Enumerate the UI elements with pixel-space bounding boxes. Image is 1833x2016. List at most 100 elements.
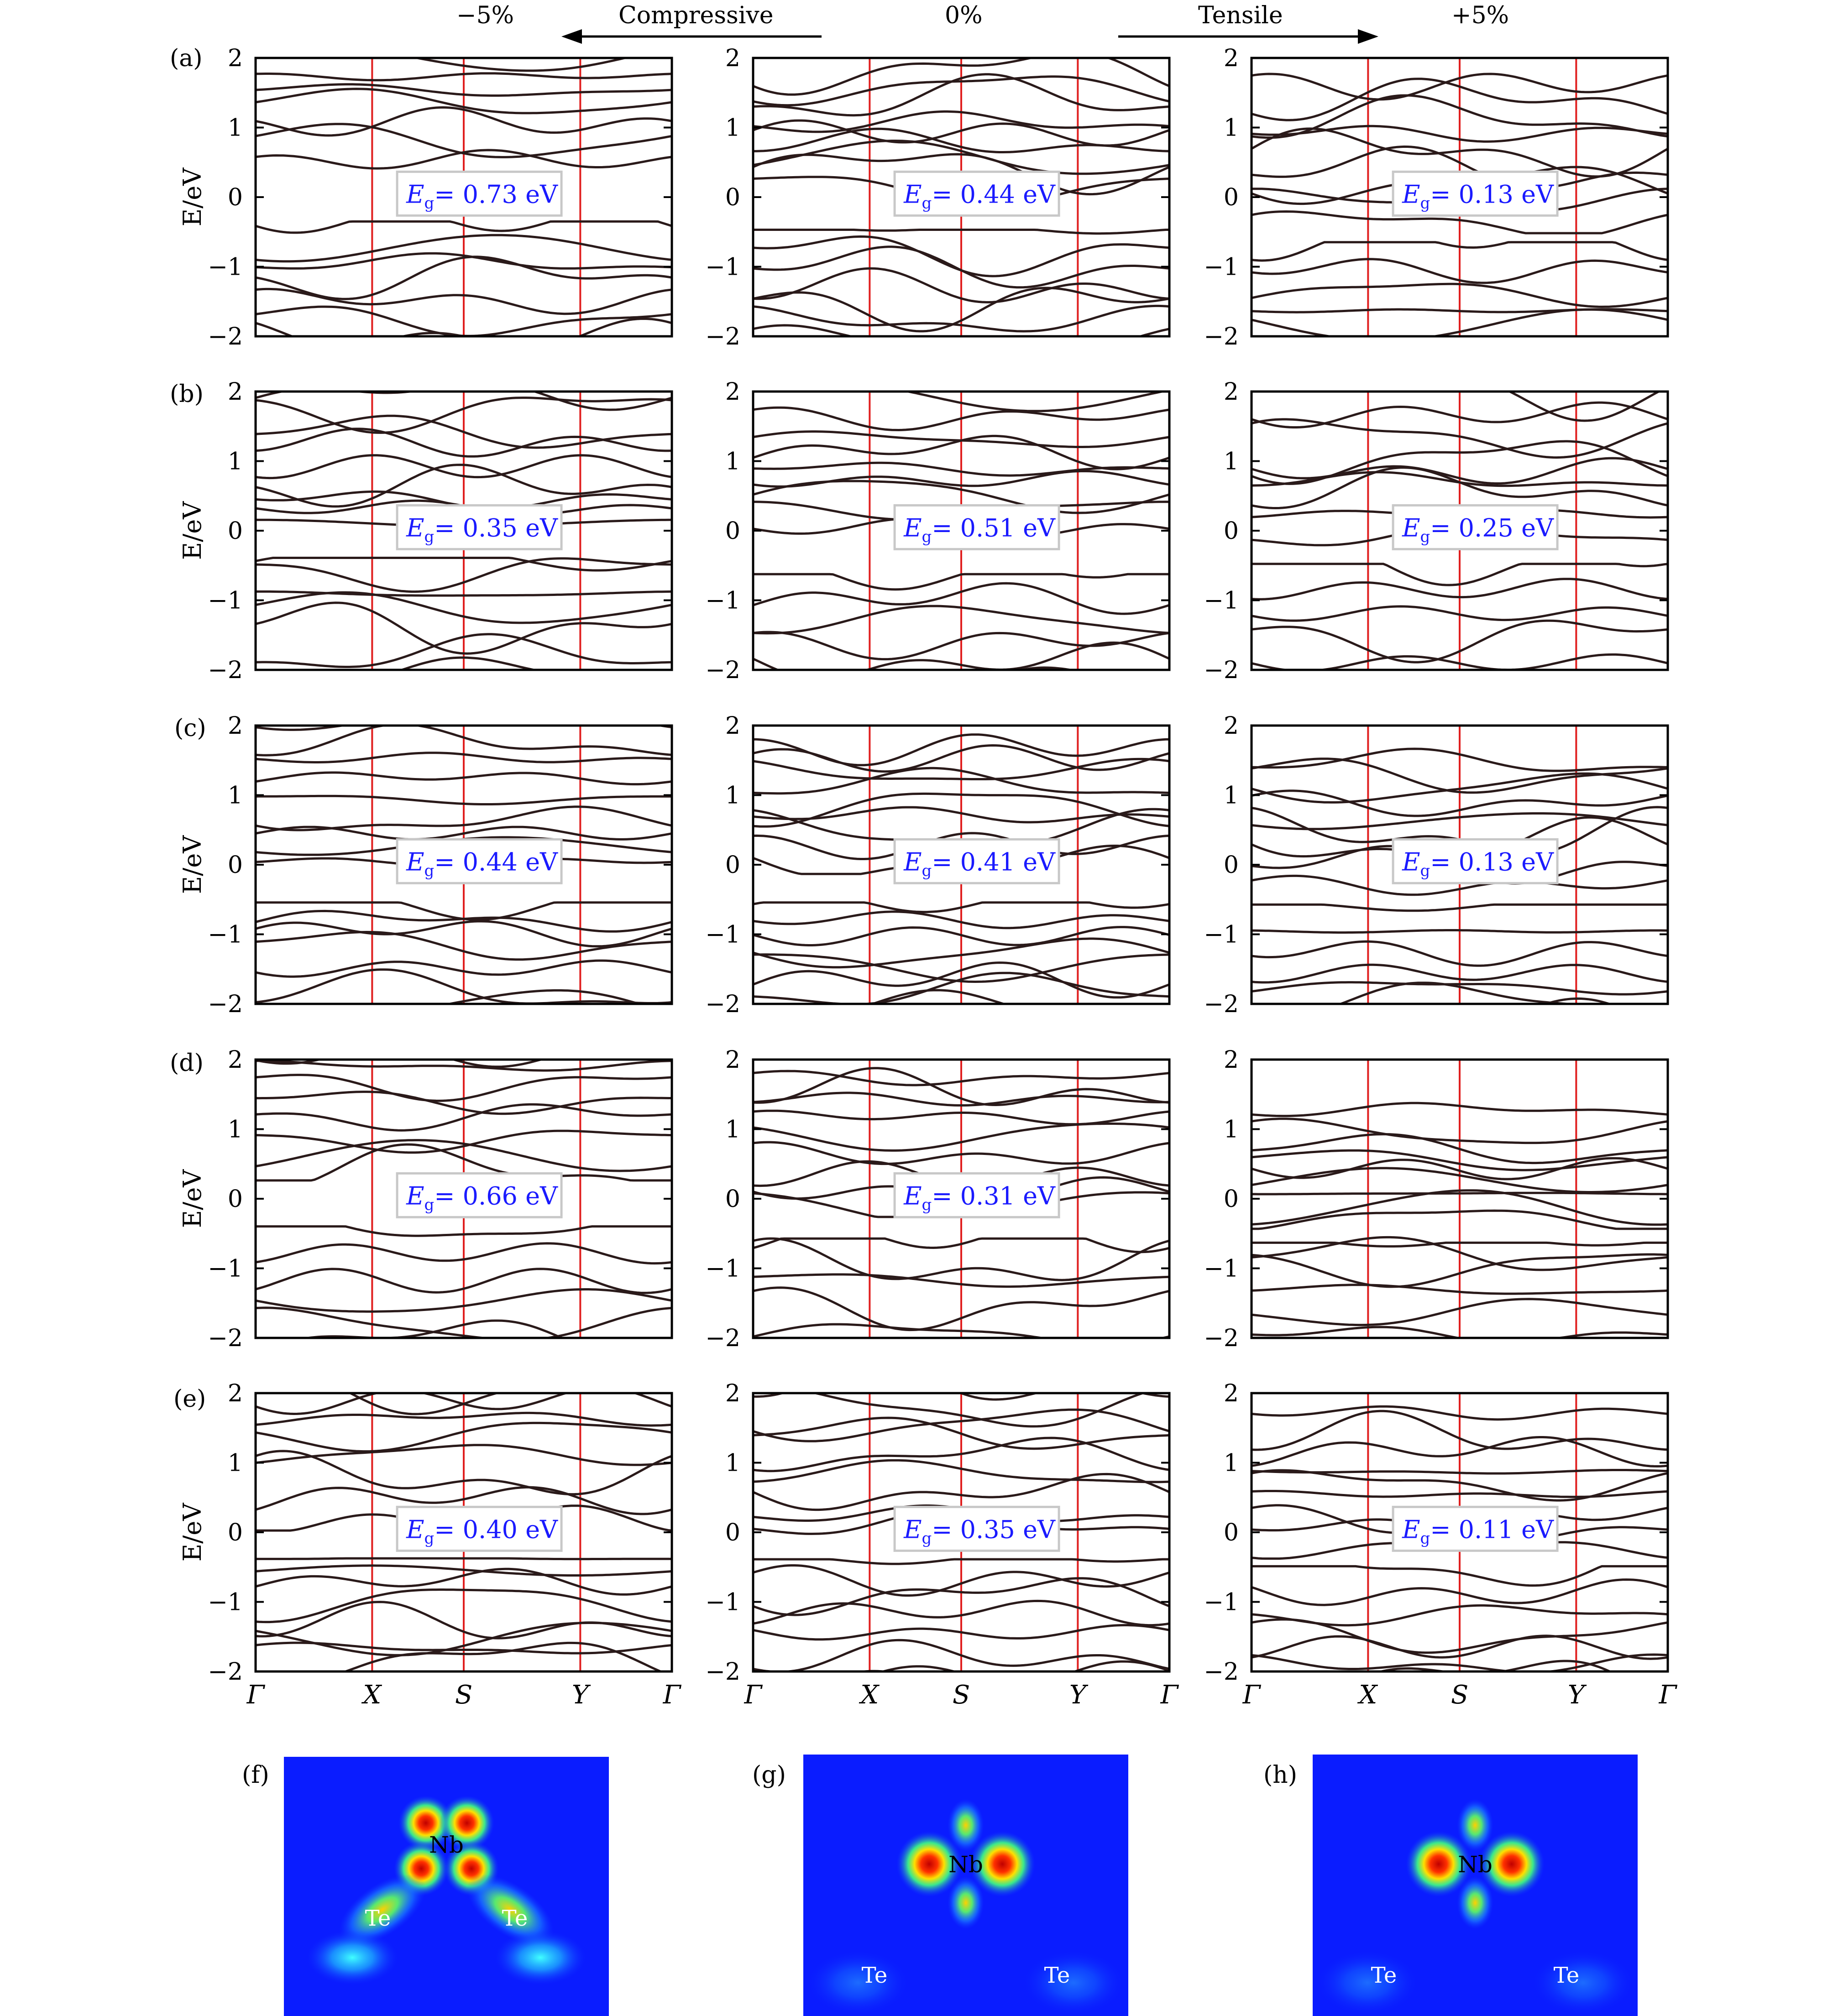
te-glow (495, 1930, 586, 1985)
bands (753, 733, 1169, 1004)
band-line (1377, 1660, 1613, 1671)
band-line (753, 1416, 1169, 1450)
y-tick-label: −1 (1204, 587, 1239, 615)
y-tick-label: −2 (208, 323, 243, 350)
band-line (256, 106, 672, 137)
band-line (1252, 789, 1668, 817)
bands (256, 1038, 672, 1338)
k-point-label: Y (1568, 1680, 1587, 1710)
bands (1252, 747, 1668, 1004)
band-line (1252, 1236, 1668, 1271)
band-line (1252, 929, 1668, 934)
y-tick-label: −2 (208, 991, 243, 1018)
y-tick-label: 0 (725, 517, 740, 545)
band-line (256, 1450, 672, 1496)
band-line (256, 752, 672, 763)
band-line (753, 153, 1169, 196)
band-line (256, 1038, 672, 1049)
band-line (1252, 563, 1668, 586)
bond-lobe (339, 1874, 426, 1945)
row-label-c: (c) (174, 715, 206, 742)
band-line (1252, 653, 1668, 670)
y-tick-label: −2 (705, 991, 740, 1018)
band-line (753, 1639, 1169, 1671)
band-line (753, 1092, 1169, 1107)
band-line (753, 733, 1169, 767)
gap-label-box (396, 1172, 563, 1218)
y-tick-label: −2 (1204, 991, 1239, 1018)
band-line (753, 757, 1169, 780)
band-line (256, 1268, 672, 1294)
y-tick-label: −2 (208, 1325, 243, 1352)
band-line (753, 58, 1169, 96)
y-tick-label: 0 (725, 851, 740, 879)
band-line (256, 1641, 672, 1655)
y-axis-label: E/eV (178, 501, 207, 560)
band-line (1252, 1490, 1668, 1498)
y-tick-label: −2 (208, 657, 243, 684)
band-line (256, 1564, 672, 1577)
band-line (256, 1091, 672, 1115)
band-line (256, 1622, 672, 1656)
band-line (1337, 982, 1582, 1004)
band-line (753, 1459, 1169, 1483)
te-atom-label: Te (1371, 1963, 1397, 1988)
band-panel-c-2: −2 −1 0 1 2 Eg= 0.13 eV (1204, 712, 1669, 1018)
band-line (256, 220, 672, 234)
y-tick-label: 2 (1224, 45, 1239, 72)
band-line (1252, 210, 1668, 235)
gap-label: Eg= 0.73 eV (406, 180, 558, 212)
band-line (256, 317, 672, 336)
y-axis-label: E/eV (178, 835, 207, 894)
row-label-b: (b) (170, 381, 204, 408)
y-tick-label: −2 (705, 1658, 740, 1686)
gap-label-box (396, 170, 563, 217)
band-line (753, 75, 1169, 107)
y-axis-label: E/eV (178, 1503, 207, 1562)
band-line (753, 953, 1169, 983)
band-line (1252, 874, 1668, 896)
te-glow (1533, 1951, 1633, 2015)
band-line (753, 287, 1169, 333)
band-line (753, 937, 1169, 969)
y-tick-label: 2 (1224, 712, 1239, 740)
k-point-label: S (1451, 1680, 1468, 1710)
y-tick-label: 0 (228, 1186, 243, 1213)
y-tick-label: 0 (228, 851, 243, 879)
y-tick-label: −1 (208, 1255, 243, 1283)
band-panel-b-1: −2 −1 0 1 2 Eg= 0.51 eV (705, 378, 1171, 684)
y-tick-label: 1 (725, 1116, 740, 1144)
band-line (753, 1323, 1169, 1338)
band-line (256, 726, 672, 731)
y-tick-label: 1 (228, 1450, 243, 1477)
y-tick-label: 1 (1224, 782, 1239, 810)
te-atom-label: Te (365, 1906, 391, 1931)
band-line (1252, 683, 1668, 694)
y-tick-label: 1 (725, 115, 740, 142)
y-tick-label: −2 (208, 1658, 243, 1686)
y-tick-label: 1 (725, 1450, 740, 1477)
y-tick-label: 2 (725, 712, 740, 740)
k-point-label: Y (572, 1680, 591, 1710)
band-line (256, 88, 672, 115)
y-tick-label: 1 (228, 782, 243, 810)
te-glow (1317, 1951, 1418, 2015)
nb-atom-label: Nb (1458, 1851, 1493, 1878)
band-line (753, 430, 1169, 448)
band-line (1252, 418, 1668, 459)
band-line (256, 287, 672, 315)
band-line (1252, 1366, 1668, 1395)
band-line (256, 414, 672, 449)
gap-label: Eg= 0.44 eV (406, 847, 558, 880)
band-line (256, 1486, 672, 1515)
y-tick-label: −1 (1204, 254, 1239, 281)
charge-density-map-f: Nb Te Te (284, 1757, 609, 2016)
band-line (753, 406, 1169, 432)
y-tick-label: 1 (1224, 1116, 1239, 1144)
band-line (753, 910, 1169, 930)
y-tick-label: 2 (725, 1046, 740, 1074)
band-line (1252, 1191, 1668, 1196)
band-line (753, 901, 1169, 914)
band-line (256, 123, 672, 158)
charge-density-map-h: Nb Te Te (1313, 1755, 1638, 2016)
